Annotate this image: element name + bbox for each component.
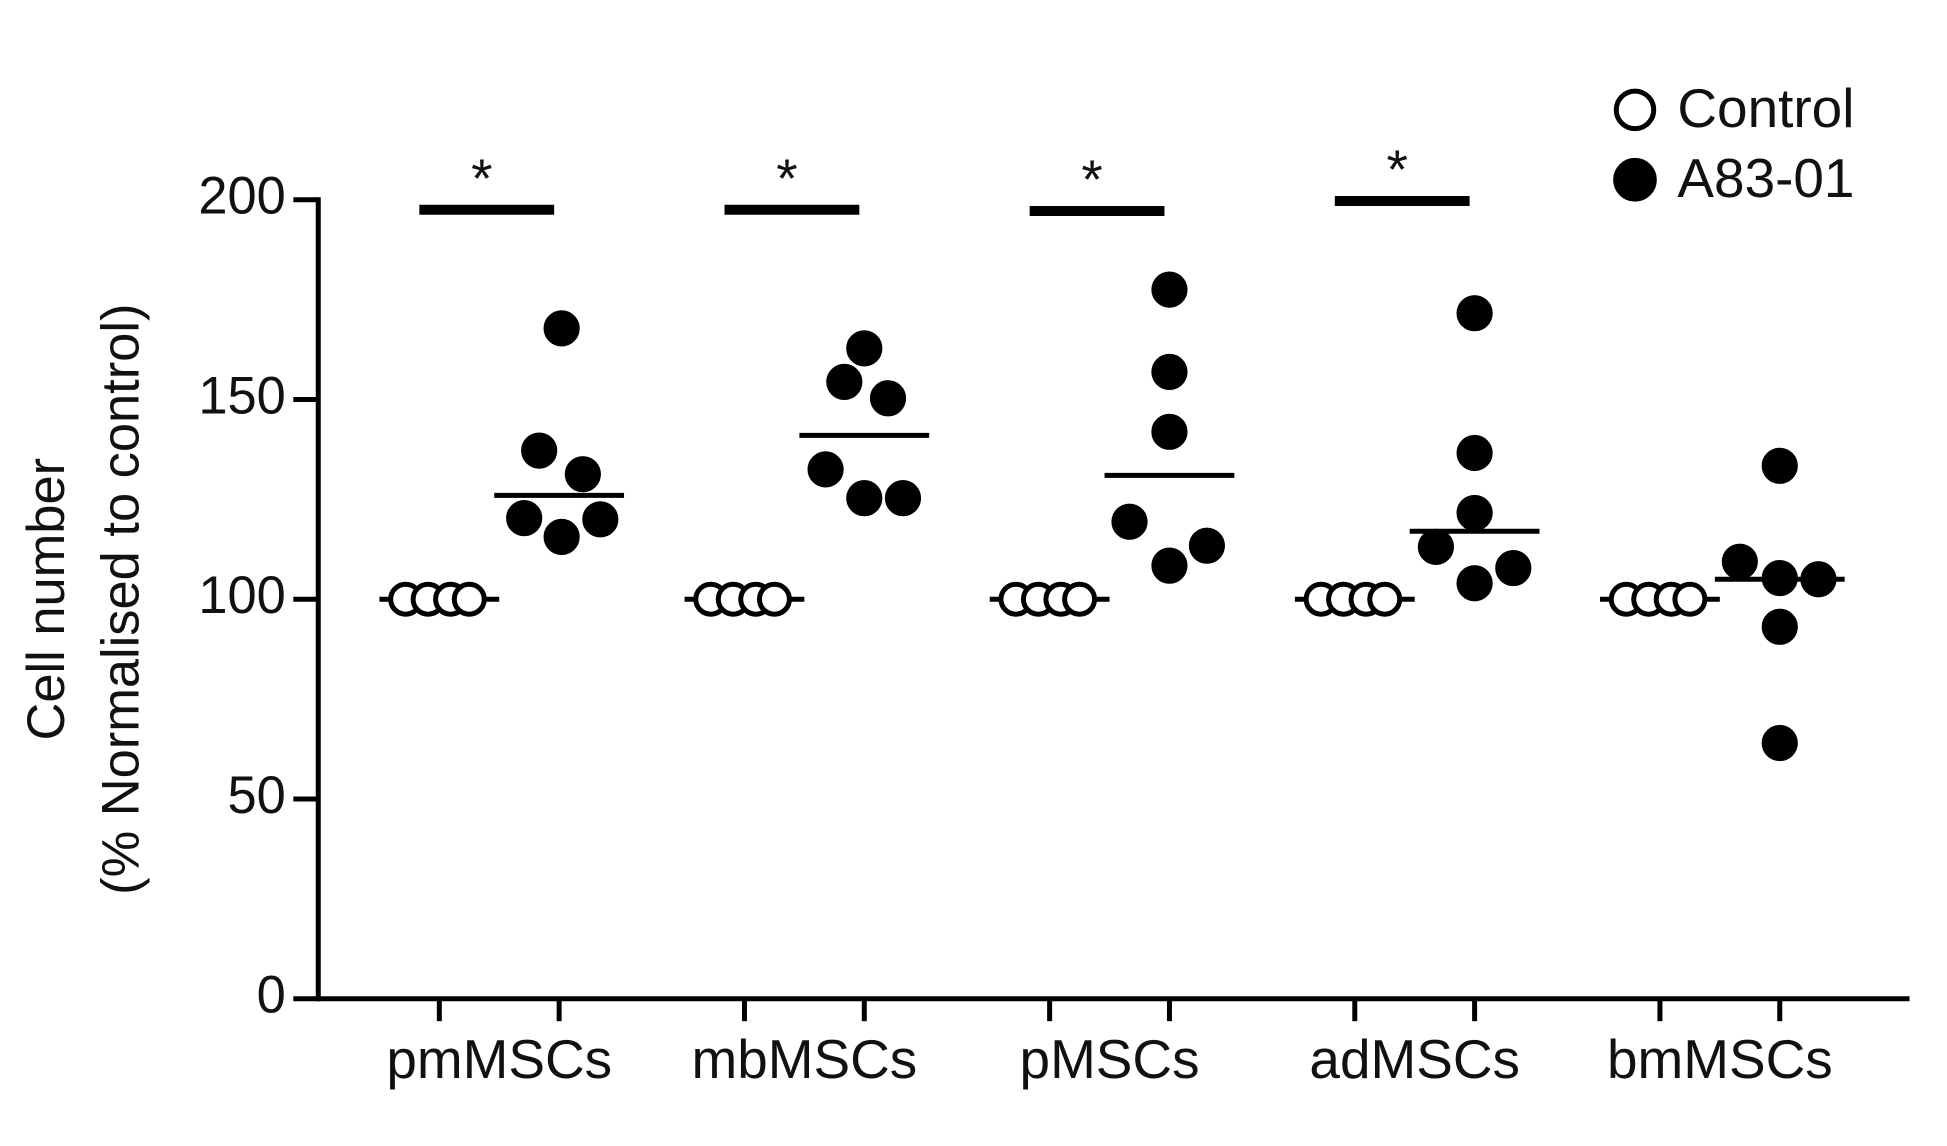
data-point <box>756 581 792 617</box>
data-point <box>1151 413 1188 450</box>
data-point <box>1151 547 1188 584</box>
data-point <box>1761 447 1798 484</box>
data-point <box>1062 581 1098 617</box>
significance-label: * <box>776 147 797 209</box>
significance-label: * <box>471 147 492 209</box>
data-point <box>1456 434 1493 472</box>
y-tick-label: 100 <box>198 567 285 625</box>
legend-marker <box>1613 88 1657 132</box>
data-point <box>807 451 844 488</box>
data-point <box>451 581 487 617</box>
y-axis-label: Cell number (% Normalised to control) <box>18 304 151 895</box>
data-point <box>506 500 543 537</box>
data-point <box>846 330 883 367</box>
data-point <box>1151 271 1188 308</box>
data-point <box>1761 559 1798 597</box>
data-point <box>1111 503 1148 540</box>
data-point <box>826 363 863 401</box>
data-point <box>1151 353 1188 391</box>
x-tick-label: mbMSCs <box>692 1028 918 1090</box>
data-point <box>1761 608 1798 645</box>
data-point <box>1761 724 1798 762</box>
x-tick-label: bmMSCs <box>1607 1028 1833 1090</box>
y-tick-label: 0 <box>257 967 286 1025</box>
data-point <box>521 432 558 469</box>
data-point <box>543 518 580 555</box>
legend-marker <box>1613 157 1657 202</box>
y-label-line: (% Normalised to control) <box>93 304 151 895</box>
y-tick-label: 50 <box>228 767 286 825</box>
x-tick-label: adMSCs <box>1309 1028 1520 1090</box>
data-point <box>1800 561 1837 598</box>
significance-label: * <box>1387 138 1408 200</box>
data-point <box>1721 543 1758 580</box>
data-point <box>564 456 601 493</box>
y-tick-label: 200 <box>198 168 285 226</box>
data-point <box>846 480 883 517</box>
legend-label: A83-01 <box>1677 147 1854 209</box>
data-point <box>869 380 907 417</box>
data-point <box>1495 549 1532 587</box>
significance-label: * <box>1081 148 1102 210</box>
data-point <box>1367 581 1403 617</box>
data-point <box>1188 527 1225 564</box>
y-tick-label: 150 <box>198 367 285 425</box>
x-tick-label: pMSCs <box>1020 1028 1200 1090</box>
x-tick-label: pmMSCs <box>386 1028 612 1090</box>
data-point <box>1456 494 1493 532</box>
data-point <box>543 310 580 347</box>
legend-label: Control <box>1677 77 1854 139</box>
data-point <box>1456 565 1493 602</box>
y-label-line: Cell number <box>18 458 76 741</box>
data-point <box>1456 295 1493 332</box>
data-point <box>1672 581 1708 617</box>
data-point <box>884 480 922 517</box>
data-point <box>582 501 619 538</box>
data-point <box>1417 528 1455 565</box>
